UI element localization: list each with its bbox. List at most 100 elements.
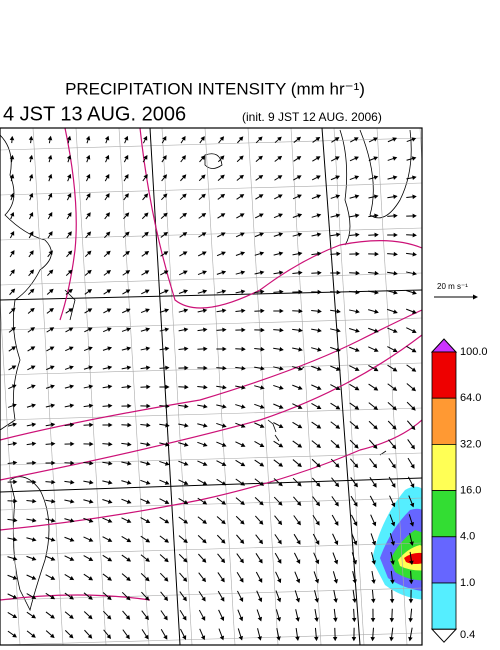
wind-arrowhead [105, 231, 111, 237]
wind-arrowhead [297, 232, 303, 237]
wind-arrowhead [163, 576, 169, 582]
wind-arrowhead [13, 479, 18, 485]
wind-arrowhead [31, 575, 37, 580]
wind-arrowhead [67, 231, 72, 236]
wind-arrowhead [145, 327, 151, 332]
wind-arrowhead [221, 308, 227, 314]
wind-arrowhead [334, 156, 340, 161]
wind-arrowhead [240, 232, 245, 237]
wind-arrowhead [317, 289, 322, 295]
wind-arrowhead [260, 289, 265, 295]
wind-arrowhead [333, 559, 339, 565]
wind-arrowhead [316, 232, 322, 237]
wind-arrowhead [143, 193, 149, 198]
wind-arrowhead [200, 174, 206, 180]
wind-arrowhead [220, 596, 225, 602]
wind-arrowhead [296, 156, 302, 161]
wind-arrowhead [202, 442, 208, 447]
wind-arrowhead [373, 137, 378, 142]
wind-arrowhead [144, 615, 149, 621]
wind-arrowhead [257, 597, 263, 603]
wind-arrowhead [277, 520, 283, 526]
wind-arrowhead [278, 462, 284, 467]
wind-arrowhead [411, 386, 416, 392]
wind-arrowhead [219, 136, 225, 141]
wind-arrowhead [317, 366, 322, 371]
wind-arrowhead [70, 441, 75, 447]
wind-arrowhead [183, 289, 188, 294]
wind-arrowhead [145, 499, 151, 504]
wind-arrowhead [87, 269, 92, 275]
wind-arrowhead [221, 289, 227, 294]
wind-arrowhead [392, 156, 398, 161]
map [0, 127, 423, 646]
wind-arrowhead [221, 519, 226, 525]
wind-arrowhead [107, 365, 113, 370]
wind-arrowhead [12, 556, 18, 561]
wind-arrowhead [48, 231, 53, 236]
wind-arrowhead [410, 464, 415, 469]
wind-arrowhead [373, 347, 379, 352]
wind-arrowhead [88, 346, 93, 351]
wind-arrowhead [32, 498, 37, 504]
wind-arrowhead [219, 635, 225, 641]
wind-arrowhead [51, 441, 56, 447]
wind-arrowhead [278, 423, 284, 428]
wind-arrowhead [354, 194, 360, 199]
wind-arrowhead [392, 347, 398, 353]
wind-arrowhead [200, 155, 206, 160]
wind-arrowhead [125, 250, 130, 256]
wind-arrowhead [335, 424, 341, 429]
wind-arrowhead [31, 537, 37, 542]
wind-arrowhead [88, 576, 94, 581]
wind-arrowhead [317, 347, 322, 352]
wind-arrowhead [279, 347, 284, 352]
wind-arrowhead [30, 327, 36, 332]
wind-arrowhead [85, 154, 91, 160]
wind-arrowhead [145, 308, 150, 313]
colorbar-segment [431, 443, 457, 491]
wind-arrowhead [391, 444, 397, 450]
wind-arrowhead [201, 596, 206, 602]
wind-arrowhead [88, 556, 94, 561]
wind-arrowhead [162, 155, 167, 160]
wind-arrowhead [279, 327, 284, 333]
wind-arrowhead [163, 231, 169, 237]
wind-arrowhead [146, 461, 151, 466]
wind-arrowhead [201, 616, 206, 621]
wind-arrowhead [297, 404, 303, 409]
wind-arrowhead [276, 636, 281, 641]
wind-arrowhead [277, 578, 282, 584]
wind-arrowhead [277, 136, 282, 142]
wind-arrowhead [164, 480, 170, 485]
wind-arrowhead [354, 386, 360, 391]
wind-arrowhead [50, 556, 56, 561]
wind-arrowhead [165, 403, 170, 409]
wind-arrowhead [66, 154, 72, 160]
wind-arrowhead [69, 575, 75, 581]
wind-arrowhead [181, 136, 186, 141]
wind-arrowhead [334, 540, 339, 546]
wind-arrowhead [145, 518, 151, 523]
wind-arrowhead [373, 194, 379, 199]
wind-arrowhead [409, 560, 414, 566]
wind-arrowhead [50, 422, 56, 428]
wind-arrowhead [10, 307, 16, 313]
wind-arrowhead [389, 618, 395, 623]
wind-arrowhead [222, 346, 227, 352]
wind-arrowhead [30, 346, 36, 351]
wind-arrowhead [143, 212, 149, 218]
wind-arrowhead [409, 541, 414, 546]
colorbar-segment [431, 490, 457, 538]
wind-arrowhead [220, 232, 226, 237]
grid-line [0, 317, 422, 331]
wind-arrowhead [125, 615, 131, 620]
wind-arrowhead [69, 365, 74, 370]
wind-arrowhead [203, 365, 208, 371]
wind-arrowhead [164, 538, 169, 543]
wind-arrowhead [393, 194, 398, 200]
title: PRECIPITATION INTENSITY (mm hr⁻¹) [65, 79, 365, 98]
wind-arrowhead [411, 156, 417, 161]
wind-arrowhead [354, 424, 359, 430]
wind-arrowhead [10, 288, 16, 294]
